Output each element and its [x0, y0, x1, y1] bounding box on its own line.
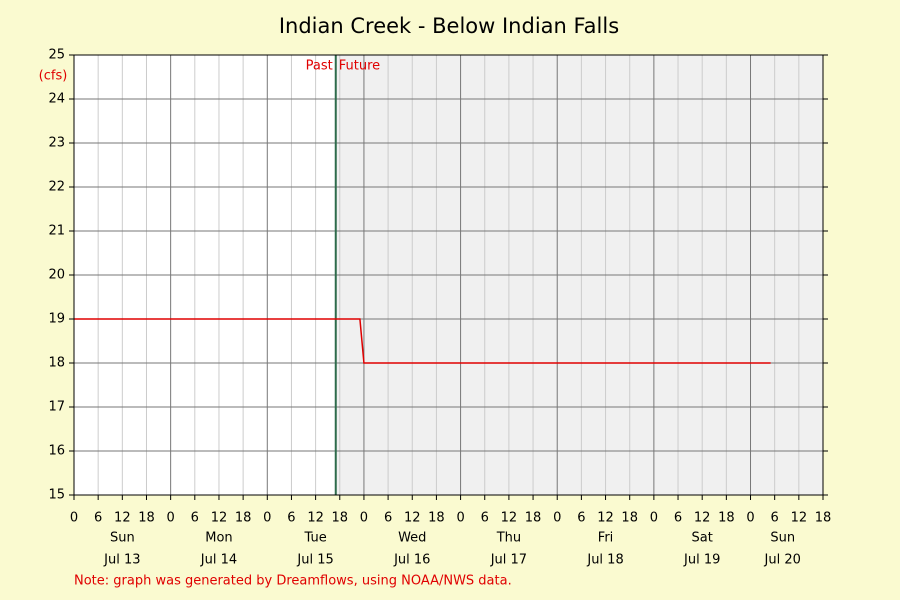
x-tick-label: 6	[287, 511, 295, 526]
x-tick-label: 6	[191, 511, 199, 526]
x-tick-label: 0	[360, 511, 368, 526]
date-label: Jul 15	[296, 553, 333, 568]
date-label: Jul 17	[490, 553, 527, 568]
x-tick-label: 6	[94, 511, 102, 526]
day-label: Sat	[692, 531, 713, 546]
y-tick-label: 22	[48, 180, 65, 195]
day-label: Sun	[110, 531, 135, 546]
x-tick-label: 18	[332, 511, 349, 526]
y-tick-label: 20	[48, 268, 65, 283]
x-tick-label: 6	[384, 511, 392, 526]
past-label: Past	[306, 59, 333, 74]
y-tick-label: 23	[48, 136, 65, 151]
x-tick-label: 6	[674, 511, 682, 526]
data-line	[74, 318, 771, 364]
note: Note: graph was generated by Dreamflows,…	[74, 574, 512, 589]
x-tick-label: 12	[791, 511, 808, 526]
x-tick-label: 18	[428, 511, 445, 526]
x-tick-label: 18	[718, 511, 735, 526]
future-label: Future	[339, 59, 380, 74]
x-tick-label: 0	[650, 511, 658, 526]
x-tick-label: 12	[501, 511, 518, 526]
y-tick-label: 16	[48, 444, 65, 459]
date-label: Jul 19	[683, 553, 720, 568]
x-tick-label: 18	[621, 511, 638, 526]
day-label: Thu	[496, 531, 521, 546]
x-tick-label: 6	[577, 511, 585, 526]
date-label: Jul 18	[586, 553, 623, 568]
x-tick-label: 6	[481, 511, 489, 526]
day-label: Wed	[398, 531, 426, 546]
y-tick-label: 15	[48, 488, 65, 503]
x-tick-label: 0	[553, 511, 561, 526]
date-label: Jul 13	[103, 553, 140, 568]
x-tick-label: 0	[167, 511, 175, 526]
y-tick-label: 19	[48, 312, 65, 327]
x-tick-label: 0	[70, 511, 78, 526]
x-tick-label: 12	[307, 511, 324, 526]
day-label: Sun	[770, 531, 795, 546]
y-tick-label: 25	[48, 48, 65, 63]
x-tick-label: 18	[525, 511, 542, 526]
date-label: Jul 14	[200, 553, 237, 568]
x-tick-label: 18	[235, 511, 252, 526]
x-tick-label: 0	[263, 511, 271, 526]
day-label: Mon	[205, 531, 232, 546]
x-tick-label: 12	[694, 511, 711, 526]
x-tick-label: 12	[597, 511, 614, 526]
plot-frame	[73, 54, 824, 496]
chart-title: Indian Creek - Below Indian Falls	[279, 14, 619, 38]
y-tick-label: 24	[48, 92, 65, 107]
day-label: Tue	[304, 531, 327, 546]
y-tick-label: 18	[48, 356, 65, 371]
y-axis-label: (cfs)	[39, 69, 68, 84]
date-label: Jul 16	[393, 553, 430, 568]
x-tick-label: 18	[138, 511, 155, 526]
x-tick-label: 18	[815, 511, 832, 526]
date-label: Jul 20	[764, 553, 801, 568]
x-tick-label: 6	[771, 511, 779, 526]
x-tick-label: 0	[746, 511, 754, 526]
x-tick-label: 12	[211, 511, 228, 526]
y-tick-label: 17	[48, 400, 65, 415]
y-tick-label: 21	[48, 224, 65, 239]
x-tick-label: 12	[114, 511, 131, 526]
day-label: Fri	[598, 531, 614, 546]
x-tick-label: 12	[404, 511, 421, 526]
x-tick-label: 0	[456, 511, 464, 526]
